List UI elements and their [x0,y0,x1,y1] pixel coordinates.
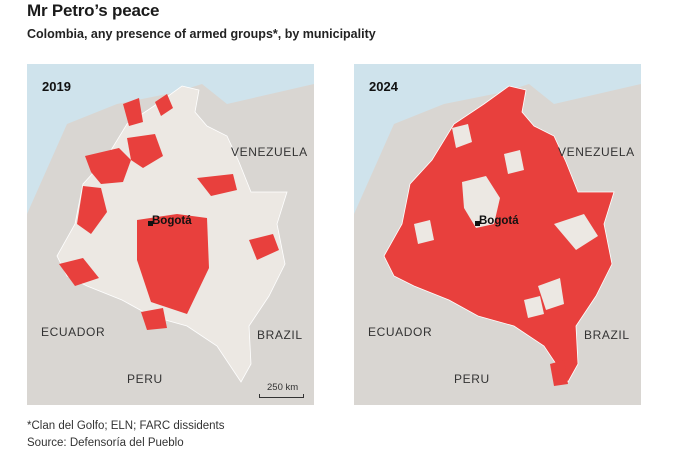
map-2024-svg [354,84,641,405]
panel-year: 2019 [42,79,71,94]
map-panel-2019: 2019 VENEZUELA ECUADOR BRAZIL PERU Bogot… [27,64,314,405]
label-brazil: BRAZIL [584,328,630,342]
no-presence-2024 [414,124,598,318]
chart-subtitle: Colombia, any presence of armed groups*,… [27,27,376,41]
colombia-outline [383,85,615,383]
armed-presence-2019 [59,94,279,330]
bogota-marker [475,221,480,226]
scale-bar-line [259,394,304,398]
leticia-region [550,360,568,386]
label-venezuela: VENEZUELA [558,145,635,159]
label-peru: PERU [127,372,163,386]
chart-title: Mr Petro’s peace [27,1,160,20]
map-panel-2024: 2024 VENEZUELA ECUADOR BRAZIL PERU Bogot… [354,64,641,405]
label-venezuela: VENEZUELA [231,145,308,159]
label-brazil: BRAZIL [257,328,303,342]
bogota-marker [148,221,153,226]
label-bogota: Bogotá [479,215,519,227]
panel-year: 2024 [369,79,398,94]
map-2019-svg [27,84,314,405]
scale-label: 250 km [267,382,299,393]
footnote: *Clan del Golfo; ELN; FARC dissidents [27,420,225,432]
label-ecuador: ECUADOR [41,325,106,339]
label-ecuador: ECUADOR [368,325,433,339]
label-bogota: Bogotá [152,215,192,227]
label-peru: PERU [454,372,490,386]
scale-bar: 250 km [259,382,304,398]
source-note: Source: Defensoría del Pueblo [27,437,184,449]
